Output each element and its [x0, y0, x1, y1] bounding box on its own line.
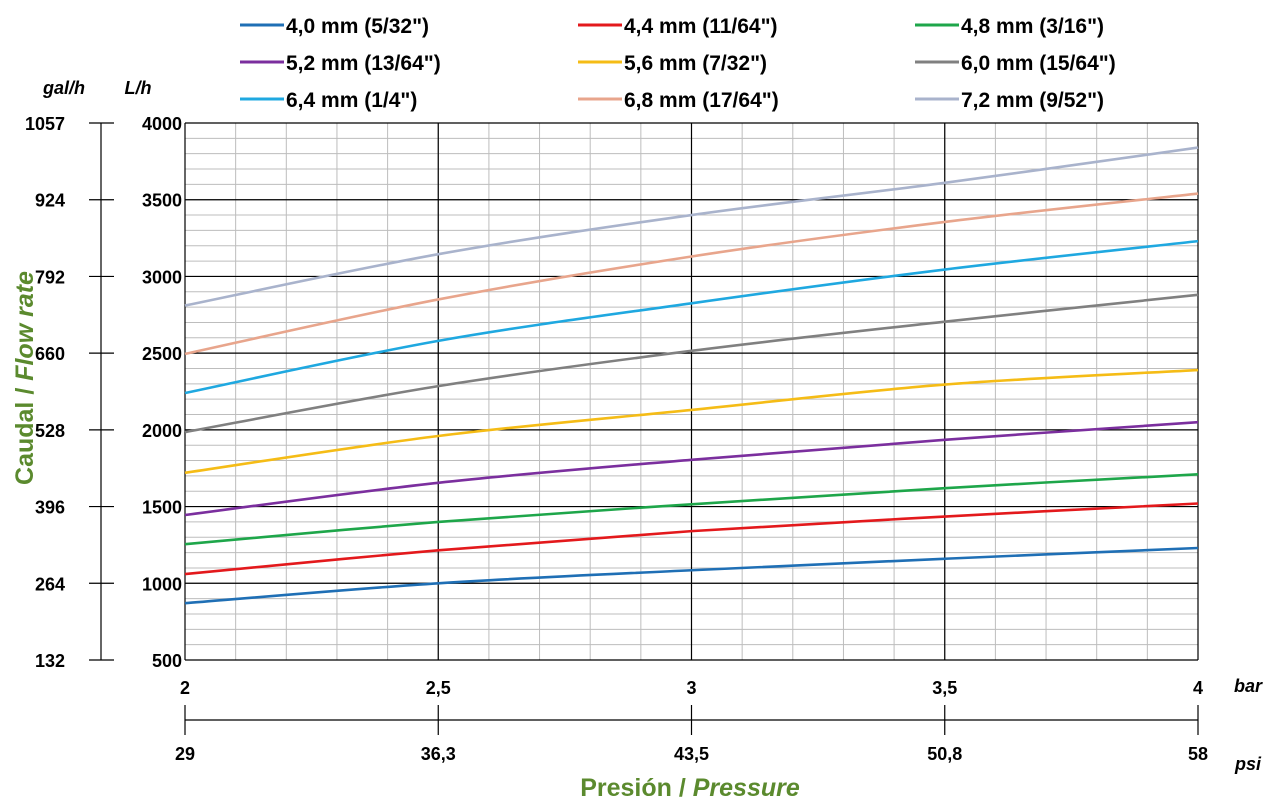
x-tick-label: 4	[1193, 678, 1203, 698]
x-tick-label: 3,5	[932, 678, 957, 698]
y2-tick-label: 528	[35, 421, 65, 441]
y2-tick-label: 264	[35, 574, 65, 594]
y-tick-label: 3000	[142, 267, 182, 287]
y-axis-title: Caudal / Flow rate	[11, 271, 39, 485]
x-tick-label: 2,5	[426, 678, 451, 698]
y2-tick-label: 660	[35, 344, 65, 364]
y-tick-label: 2500	[142, 344, 182, 364]
x2-tick-label: 58	[1188, 744, 1208, 764]
x-tick-label: 2	[180, 678, 190, 698]
x2-tick-label: 43,5	[674, 744, 709, 764]
y2-tick-label: 1057	[25, 114, 65, 134]
y-axis-title-main: Caudal /	[11, 381, 39, 485]
legend-label: 4,8 mm (3/16")	[961, 15, 1104, 38]
series-line-2	[184, 502, 1199, 576]
series-line-1	[184, 546, 1199, 605]
x2-tick-label: 29	[175, 744, 195, 764]
series-line-7	[184, 239, 1199, 395]
legend-label: 6,0 mm (15/64")	[961, 52, 1116, 75]
y2-tick-label: 132	[35, 651, 65, 671]
series-line-3	[184, 473, 1199, 546]
axis-titles: L/h gal/h bar psi Presión / Pressure Cau…	[11, 78, 1263, 802]
series-line-8	[184, 192, 1199, 356]
series-line-6	[184, 293, 1199, 434]
y2-unit-label: gal/h	[42, 78, 85, 98]
y-unit-label: L/h	[125, 78, 152, 98]
x-axis-title: Presión / Pressure	[580, 774, 800, 802]
tick-labels: 500 132 1000 264 1500 396 2000 528 2500 660 3000 79…	[25, 114, 1208, 764]
y-tick-label: 1000	[142, 574, 182, 594]
y-tick-label: 4000	[142, 114, 182, 134]
y-axis-title-italic: Flow rate	[11, 271, 39, 381]
legend-label: 6,8 mm (17/64")	[624, 89, 779, 112]
axes	[89, 122, 1199, 735]
x2-unit-label: psi	[1234, 754, 1262, 774]
legend-label: 5,2 mm (13/64")	[286, 52, 441, 75]
series-line-4	[184, 420, 1199, 517]
x-tick-label: 3	[686, 678, 696, 698]
x-unit-label: bar	[1234, 676, 1263, 696]
series-lines	[184, 146, 1199, 605]
y2-tick-label: 396	[35, 498, 65, 518]
legend-label: 4,0 mm (5/32")	[286, 15, 429, 38]
series-line-9	[184, 146, 1199, 307]
legend-label: 6,4 mm (1/4")	[286, 89, 417, 112]
x2-tick-label: 50,8	[927, 744, 962, 764]
x-axis-title-main: Presión /	[580, 774, 693, 802]
y-tick-label: 1500	[142, 498, 182, 518]
legend-label: 4,4 mm (11/64")	[624, 15, 778, 38]
grid	[184, 122, 1199, 661]
legend-label: 5,6 mm (7/32")	[624, 52, 767, 75]
x2-tick-label: 36,3	[421, 744, 456, 764]
y2-tick-label: 924	[35, 191, 65, 211]
y-tick-label: 2000	[142, 421, 182, 441]
y-tick-label: 3500	[142, 191, 182, 211]
series-line-5	[184, 368, 1199, 475]
y2-tick-label: 792	[35, 267, 65, 287]
y-tick-label: 500	[152, 651, 182, 671]
legend-label: 7,2 mm (9/52")	[961, 89, 1104, 112]
legend: 4,0 mm (5/32") 4,4 mm (11/64") 4,8 mm (3/1…	[240, 15, 1116, 112]
x-axis-title-italic: Pressure	[693, 774, 800, 802]
